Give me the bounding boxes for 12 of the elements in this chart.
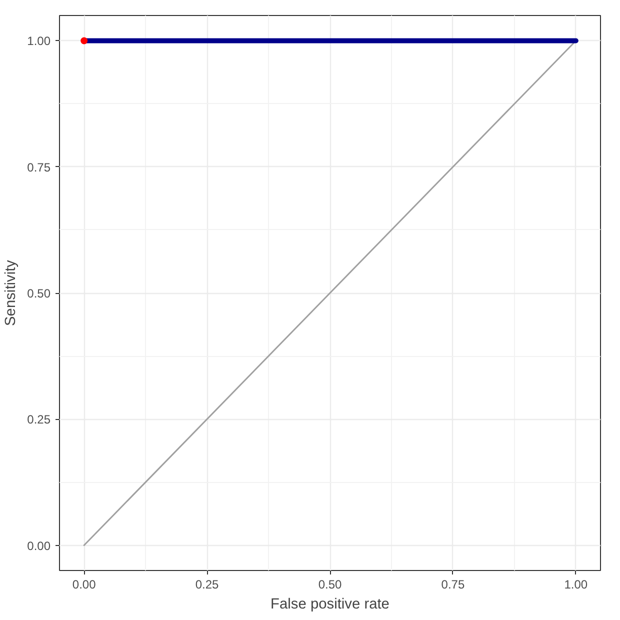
x-axis-title: False positive rate	[270, 596, 390, 612]
x-tick-label: 0.75	[441, 578, 465, 592]
x-tick-label: 0.50	[318, 578, 342, 592]
y-tick-label: 0.25	[27, 412, 51, 427]
x-tick-label: 1.00	[564, 578, 588, 592]
y-tick-label: 0.75	[27, 160, 51, 174]
y-axis-title: Sensitivity	[3, 259, 20, 326]
y-tick-label: 0.00	[27, 538, 51, 553]
x-tick-label: 0.25	[195, 578, 220, 592]
y-tick-label: 1.00	[27, 34, 51, 48]
x-tick-label: 0.00	[72, 578, 96, 592]
y-tick-label: 0.50	[27, 286, 51, 300]
